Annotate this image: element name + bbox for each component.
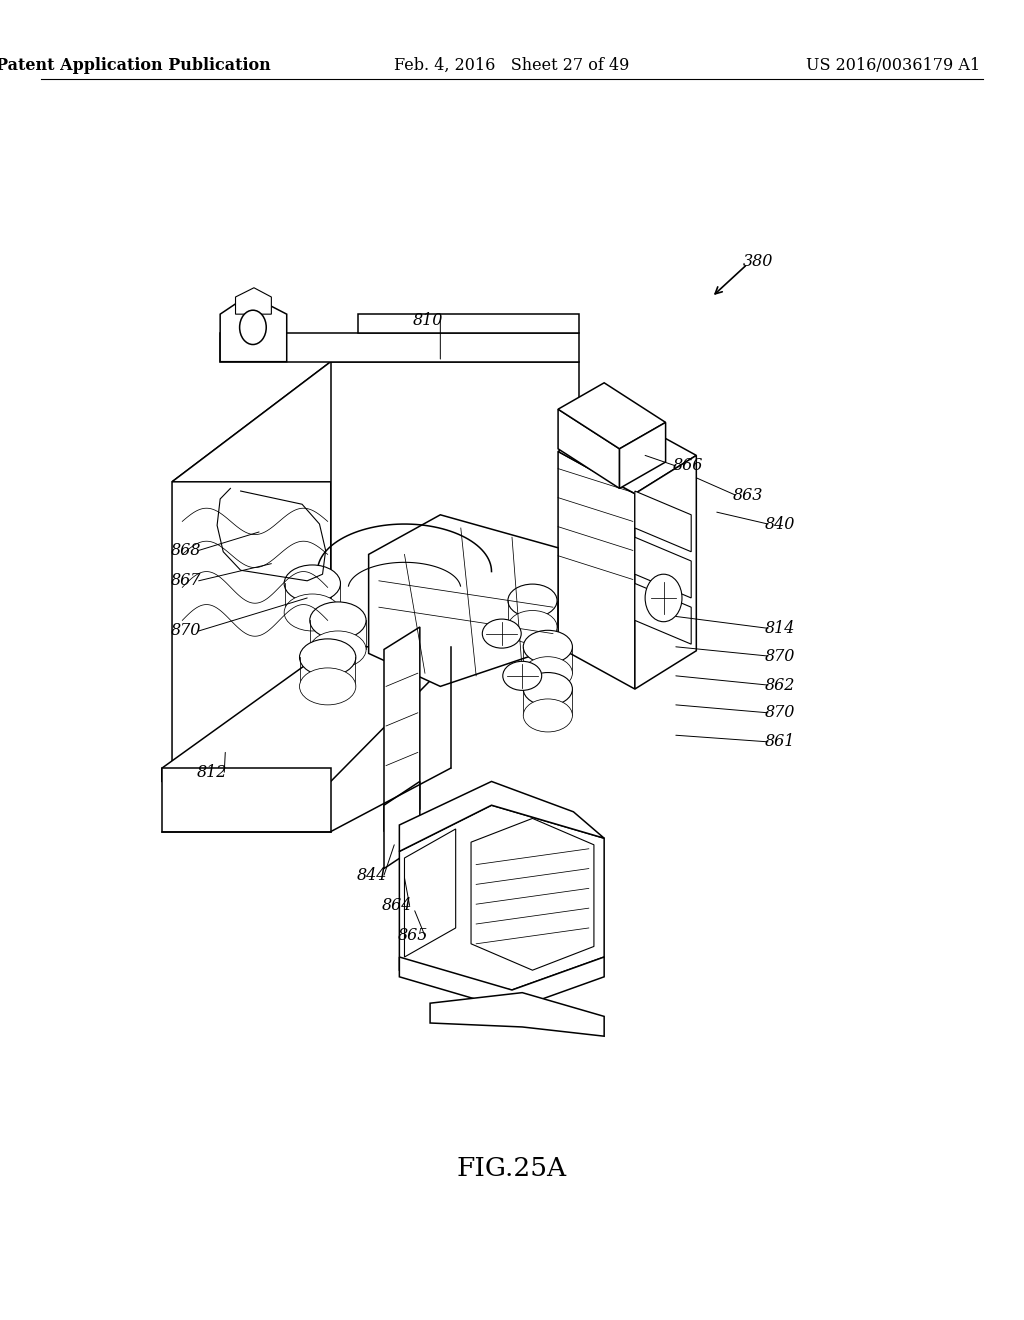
Polygon shape [162, 768, 331, 832]
Text: 862: 862 [765, 677, 796, 693]
Polygon shape [331, 362, 579, 647]
Polygon shape [430, 993, 604, 1036]
Text: 864: 864 [382, 898, 413, 913]
Text: Feb. 4, 2016   Sheet 27 of 49: Feb. 4, 2016 Sheet 27 of 49 [394, 57, 630, 74]
Polygon shape [635, 537, 691, 598]
Text: 867: 867 [171, 573, 202, 589]
Ellipse shape [299, 668, 356, 705]
Text: 863: 863 [732, 487, 763, 503]
Text: Patent Application Publication: Patent Application Publication [0, 57, 270, 74]
Polygon shape [558, 409, 620, 488]
Text: US 2016/0036179 A1: US 2016/0036179 A1 [806, 57, 980, 74]
Polygon shape [172, 362, 579, 482]
Ellipse shape [508, 610, 557, 644]
Polygon shape [635, 583, 691, 644]
Ellipse shape [309, 631, 367, 668]
Polygon shape [369, 515, 558, 686]
Polygon shape [220, 333, 579, 362]
Ellipse shape [482, 619, 521, 648]
Text: 380: 380 [742, 253, 773, 269]
Text: 810: 810 [413, 313, 443, 329]
Ellipse shape [503, 661, 542, 690]
Text: 861: 861 [765, 734, 796, 750]
Polygon shape [635, 455, 696, 689]
Ellipse shape [309, 602, 367, 639]
Text: 865: 865 [397, 928, 428, 944]
Polygon shape [162, 647, 451, 781]
Ellipse shape [299, 639, 356, 676]
Polygon shape [384, 781, 420, 869]
Ellipse shape [523, 657, 572, 689]
Ellipse shape [284, 565, 340, 602]
Polygon shape [558, 451, 635, 689]
Polygon shape [358, 314, 579, 333]
Polygon shape [404, 829, 456, 957]
Text: 866: 866 [673, 458, 703, 474]
Polygon shape [399, 957, 604, 1010]
Polygon shape [220, 297, 287, 362]
Circle shape [240, 310, 266, 345]
Polygon shape [635, 491, 691, 552]
Text: 812: 812 [197, 764, 227, 780]
Ellipse shape [508, 583, 557, 616]
Polygon shape [620, 422, 666, 488]
Ellipse shape [523, 630, 572, 663]
Polygon shape [384, 627, 420, 832]
Polygon shape [172, 362, 331, 768]
Text: FIG.25A: FIG.25A [457, 1156, 567, 1180]
Polygon shape [236, 288, 271, 314]
Text: 870: 870 [171, 623, 202, 639]
Ellipse shape [523, 673, 572, 706]
Text: 870: 870 [765, 648, 796, 664]
Polygon shape [558, 383, 666, 449]
Text: 868: 868 [171, 543, 202, 558]
Text: 840: 840 [765, 516, 796, 532]
Ellipse shape [284, 594, 340, 631]
Ellipse shape [523, 700, 572, 731]
Text: 870: 870 [765, 705, 796, 721]
Polygon shape [399, 805, 604, 990]
Polygon shape [471, 818, 594, 970]
Circle shape [645, 574, 682, 622]
Text: 814: 814 [765, 620, 796, 636]
Polygon shape [558, 413, 696, 494]
Text: 844: 844 [356, 867, 387, 883]
Polygon shape [399, 781, 604, 851]
